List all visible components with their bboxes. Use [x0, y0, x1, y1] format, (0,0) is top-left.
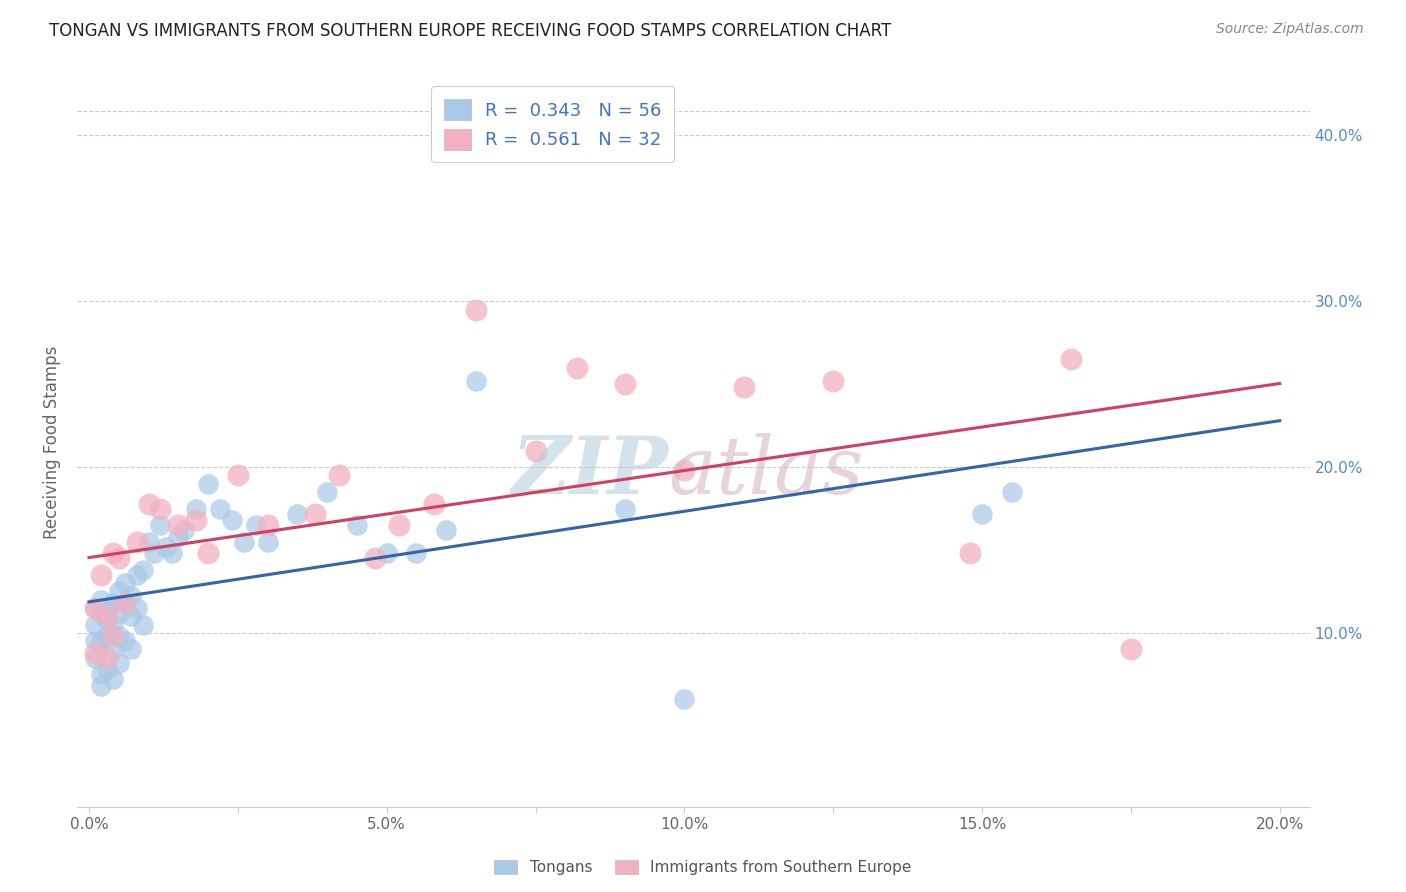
- Point: [90, 667, 112, 681]
- Point: [226, 468, 249, 483]
- Point: [733, 380, 755, 394]
- Point: [84, 646, 107, 660]
- Point: [107, 629, 129, 643]
- Point: [125, 534, 148, 549]
- Point: [465, 374, 488, 388]
- Point: [673, 463, 696, 477]
- Point: [186, 501, 208, 516]
- Point: [423, 497, 446, 511]
- Point: [167, 518, 190, 533]
- Point: [101, 673, 124, 687]
- Point: [304, 507, 326, 521]
- Point: [287, 507, 309, 521]
- Point: [101, 596, 124, 610]
- Point: [149, 501, 172, 516]
- Point: [84, 601, 107, 615]
- Point: [673, 692, 696, 706]
- Point: [90, 606, 112, 620]
- Point: [149, 518, 172, 533]
- Point: [613, 377, 636, 392]
- Point: [107, 584, 129, 599]
- Point: [245, 518, 267, 533]
- Point: [823, 374, 845, 388]
- Point: [120, 609, 142, 624]
- Point: [567, 360, 589, 375]
- Point: [96, 650, 118, 665]
- Point: [434, 523, 457, 537]
- Point: [375, 546, 398, 560]
- Point: [96, 629, 118, 643]
- Point: [613, 501, 636, 516]
- Point: [1119, 642, 1142, 657]
- Point: [197, 476, 219, 491]
- Point: [101, 617, 124, 632]
- Point: [114, 634, 136, 648]
- Text: ZIP: ZIP: [512, 433, 669, 510]
- Text: atlas: atlas: [669, 433, 865, 510]
- Point: [316, 485, 339, 500]
- Legend: Tongans, Immigrants from Southern Europe: Tongans, Immigrants from Southern Europe: [489, 855, 917, 880]
- Point: [155, 540, 177, 554]
- Point: [208, 501, 231, 516]
- Point: [107, 656, 129, 670]
- Point: [96, 609, 118, 624]
- Point: [197, 546, 219, 560]
- Point: [221, 513, 243, 527]
- Y-axis label: Receiving Food Stamps: Receiving Food Stamps: [44, 345, 60, 539]
- Point: [364, 551, 387, 566]
- Point: [120, 590, 142, 604]
- Point: [114, 596, 136, 610]
- Point: [96, 613, 118, 627]
- Point: [524, 443, 547, 458]
- Point: [387, 518, 409, 533]
- Point: [186, 513, 208, 527]
- Point: [96, 601, 118, 615]
- Point: [96, 662, 118, 676]
- Point: [114, 576, 136, 591]
- Point: [125, 601, 148, 615]
- Point: [232, 534, 254, 549]
- Point: [162, 546, 184, 560]
- Point: [1001, 485, 1024, 500]
- Point: [173, 523, 195, 537]
- Point: [84, 617, 107, 632]
- Legend: R =  0.343   N = 56, R =  0.561   N = 32: R = 0.343 N = 56, R = 0.561 N = 32: [432, 87, 675, 162]
- Point: [970, 507, 993, 521]
- Point: [101, 546, 124, 560]
- Text: TONGAN VS IMMIGRANTS FROM SOUTHERN EUROPE RECEIVING FOOD STAMPS CORRELATION CHAR: TONGAN VS IMMIGRANTS FROM SOUTHERN EUROP…: [49, 22, 891, 40]
- Point: [101, 642, 124, 657]
- Point: [1060, 352, 1083, 367]
- Point: [405, 546, 427, 560]
- Point: [84, 601, 107, 615]
- Point: [84, 650, 107, 665]
- Point: [138, 534, 160, 549]
- Point: [328, 468, 350, 483]
- Point: [114, 596, 136, 610]
- Point: [125, 567, 148, 582]
- Text: Source: ZipAtlas.com: Source: ZipAtlas.com: [1216, 22, 1364, 37]
- Point: [120, 642, 142, 657]
- Point: [143, 546, 166, 560]
- Point: [90, 679, 112, 693]
- Point: [131, 563, 153, 577]
- Point: [256, 518, 278, 533]
- Point: [107, 606, 129, 620]
- Point: [90, 592, 112, 607]
- Point: [84, 634, 107, 648]
- Point: [107, 551, 129, 566]
- Point: [959, 546, 981, 560]
- Point: [90, 634, 112, 648]
- Point: [465, 302, 488, 317]
- Point: [256, 534, 278, 549]
- Point: [101, 629, 124, 643]
- Point: [131, 617, 153, 632]
- Point: [90, 567, 112, 582]
- Point: [138, 497, 160, 511]
- Point: [346, 518, 368, 533]
- Point: [167, 530, 190, 544]
